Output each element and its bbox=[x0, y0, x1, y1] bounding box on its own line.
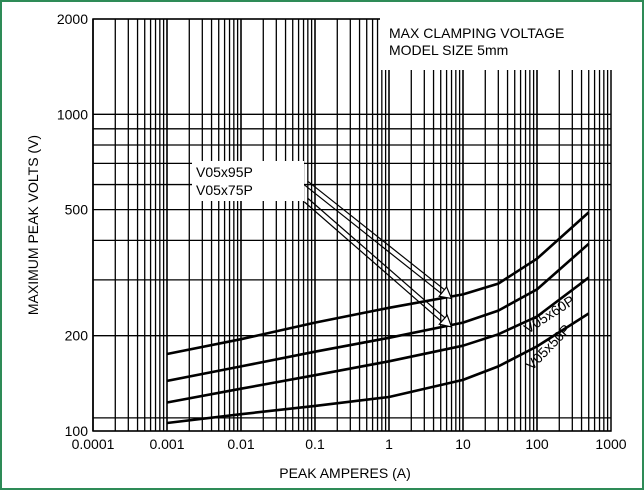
callout-label-75: V05x75P bbox=[196, 182, 253, 198]
tick-labels: 0.0001 0.001 0.01 0.1 1 10 100 1000 100 200 500 100… bbox=[57, 11, 627, 452]
y-tick-label: 1000 bbox=[57, 106, 88, 122]
x-tick-label: 0.01 bbox=[227, 436, 254, 452]
callout-arrow-shaft bbox=[303, 201, 442, 323]
note-box: MAX CLAMPING VOLTAGE MODEL SIZE 5mm bbox=[380, 18, 617, 70]
x-tick-label: 100 bbox=[525, 436, 549, 452]
x-tick-label: 0.001 bbox=[149, 436, 184, 452]
y-axis-label: MAXIMUM PEAK VOLTS (V) bbox=[25, 135, 41, 315]
series-line bbox=[166, 276, 590, 404]
x-tick-label: 0.0001 bbox=[72, 436, 115, 452]
series-line bbox=[166, 242, 590, 383]
callout-arrow-shaft bbox=[307, 197, 446, 319]
callout-arrow-shaft bbox=[307, 180, 445, 291]
series-callout: V05x95P V05x75P bbox=[192, 161, 304, 201]
y-tick-label: 2000 bbox=[57, 11, 88, 27]
callout-arrow-shaft bbox=[304, 184, 442, 295]
note-line-1: MAX CLAMPING VOLTAGE bbox=[389, 25, 564, 41]
plot-border bbox=[92, 18, 612, 432]
x-tick-label: 0.1 bbox=[305, 436, 325, 452]
callout-label-95: V05x95P bbox=[196, 164, 253, 180]
y-tick-label: 200 bbox=[65, 328, 89, 344]
y-tick-label: 500 bbox=[65, 202, 89, 218]
callout-arrowhead bbox=[438, 285, 453, 300]
note-line-2: MODEL SIZE 5mm bbox=[389, 42, 508, 58]
y-tick-label: 100 bbox=[65, 423, 89, 439]
callout-arrowhead bbox=[438, 314, 453, 328]
series-line bbox=[166, 312, 590, 425]
note-background bbox=[380, 18, 617, 70]
x-tick-label: 1000 bbox=[595, 436, 626, 452]
callout-background bbox=[192, 161, 304, 201]
x-tick-label: 1 bbox=[385, 436, 393, 452]
x-axis-label: PEAK AMPERES (A) bbox=[279, 465, 410, 481]
x-tick-label: 10 bbox=[455, 436, 471, 452]
callout-arrows bbox=[303, 180, 453, 328]
